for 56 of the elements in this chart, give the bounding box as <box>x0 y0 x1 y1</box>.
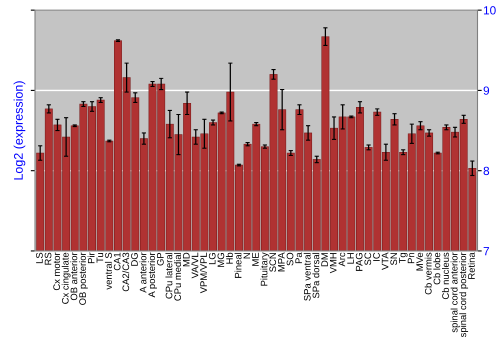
x-tick-label: SCN <box>269 253 276 272</box>
x-tick-label: SO <box>286 252 294 266</box>
x-tick-label: DM <box>321 253 328 266</box>
x-tick-label: N <box>244 253 250 258</box>
x-tick-label: MVe <box>416 252 423 270</box>
x-tick-label: IC <box>373 252 380 261</box>
x-tick-label: SPa dorsal <box>312 252 320 298</box>
x-tick-label: SN <box>390 253 398 266</box>
x-tick-label: SPa ventral <box>304 252 311 301</box>
x-tick-label: Pituitary <box>260 252 270 286</box>
x-tick-label: CPu lateral <box>165 252 172 299</box>
y-axis-title: Log2 (expression) <box>14 81 26 180</box>
x-tick-label: PAG <box>356 253 362 271</box>
x-tick-label: LH <box>347 253 354 264</box>
x-tick-label: VMH <box>330 253 336 274</box>
x-tick-label: DG <box>131 253 138 266</box>
x-tick-label: spinal cord anterior <box>450 252 460 332</box>
x-tick-label: MPA <box>278 252 285 272</box>
x-tick-label: LG <box>208 253 216 264</box>
x-tick-label: Tu <box>96 252 104 263</box>
y-tick-label: 10 <box>484 6 496 15</box>
x-tick-label: VA/VL <box>191 252 198 278</box>
x-tick-label: CA1 <box>114 252 121 270</box>
x-tick-label: MD <box>183 252 190 266</box>
x-tick-label: Cb vermis <box>424 252 432 294</box>
x-tick-label: Pa <box>295 252 302 264</box>
x-tick-label: VPM/VPL <box>200 252 207 294</box>
x-tick-label: OB posterior <box>78 252 88 305</box>
x-tick-label: CA2/CA3 <box>122 252 130 292</box>
x-tick-label: OB anterior <box>70 252 78 300</box>
x-tick-label: SC <box>364 252 372 266</box>
x-tick-label: spinal cord posterior <box>459 252 468 338</box>
x-tick-label: LS <box>36 252 43 264</box>
x-tick-label: ventral S <box>104 252 112 290</box>
x-tick-label: RS <box>44 252 52 265</box>
x-tick-label: Retina <box>468 252 475 279</box>
y-tick-label: 8 <box>484 166 490 176</box>
x-tick-label: Cb nucleus <box>442 252 449 300</box>
x-tick-label: Cb lobe <box>433 252 440 284</box>
x-tick-label: ME <box>252 252 259 266</box>
x-tick-label: Tg <box>399 252 408 264</box>
x-tick-label: MG <box>218 253 224 267</box>
y-tick-label: 7 <box>484 247 490 256</box>
y-tick-label: 9 <box>484 86 490 95</box>
x-tick-label: Pir <box>88 252 94 264</box>
x-tick-label: A posterior <box>148 252 157 298</box>
x-tick-label: VTA <box>382 252 388 270</box>
x-tick-label: Cx motor <box>53 252 60 290</box>
x-tick-label: GP <box>157 252 164 266</box>
x-tick-label: Cx cingulate <box>62 252 71 304</box>
x-tick-label: A anterior <box>139 252 146 293</box>
x-tick-label: Hb <box>226 252 233 264</box>
x-tick-label: Pn <box>408 252 414 264</box>
x-tick-label: CPu medial <box>174 252 181 301</box>
x-tick-label: Pineal <box>234 252 242 278</box>
x-tick-label: Arc <box>338 252 346 266</box>
